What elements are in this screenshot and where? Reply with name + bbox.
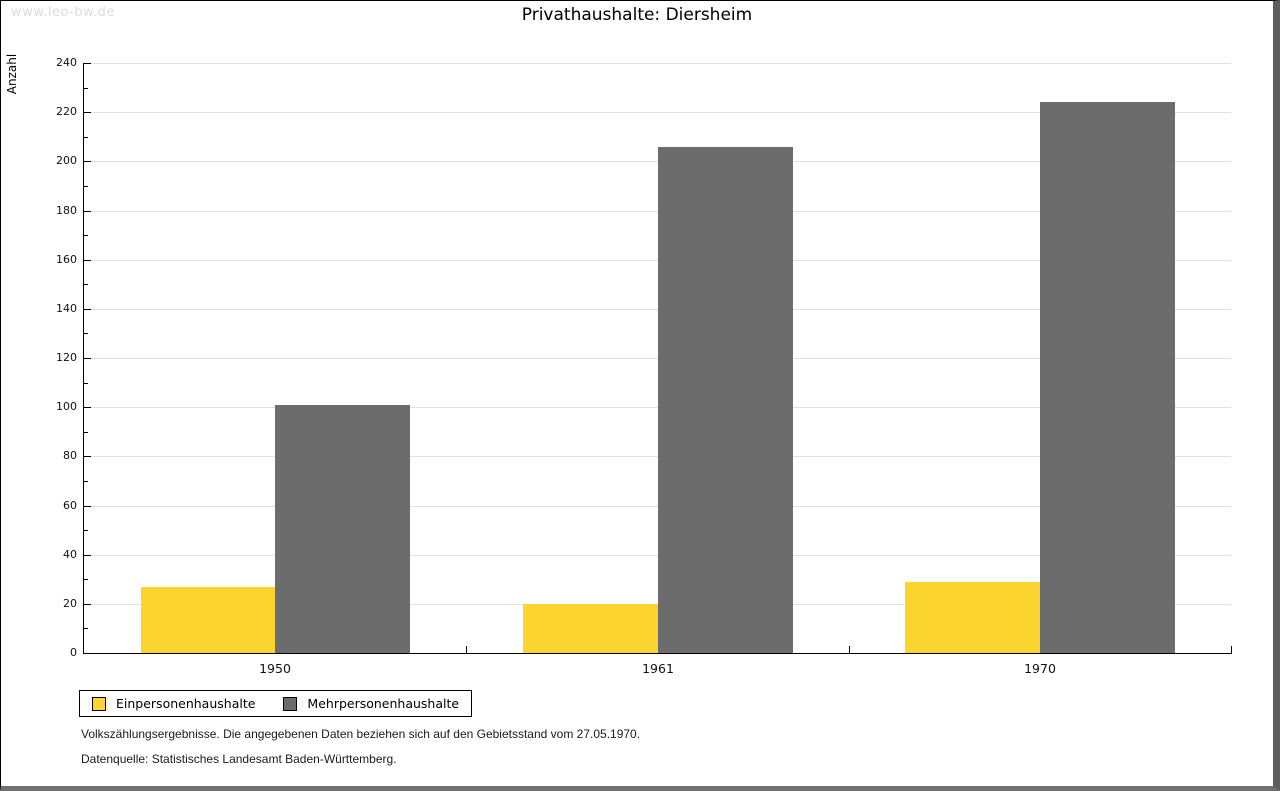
y-major-tick (84, 309, 91, 310)
y-tick-label: 200 (56, 154, 77, 167)
gridline (84, 506, 1231, 507)
y-tick-label: 240 (56, 56, 77, 69)
y-minor-tick (84, 579, 88, 580)
y-major-tick (84, 555, 91, 556)
y-tick-label: 120 (56, 351, 77, 364)
legend-item-mehrpersonenhaushalte: Mehrpersonenhaushalte (283, 696, 459, 711)
y-tick-label: 160 (56, 253, 77, 266)
gridline (84, 112, 1231, 113)
gridline (84, 358, 1231, 359)
y-major-tick (84, 456, 91, 457)
y-tick-label: 140 (56, 302, 77, 315)
x-tick-label: 1961 (642, 661, 674, 676)
y-tick-label: 40 (63, 548, 77, 561)
y-tick-label: 180 (56, 204, 77, 217)
y-tick-label: 80 (63, 449, 77, 462)
legend-swatch-einpersonenhaushalte (92, 696, 106, 711)
x-axis-tick (1231, 646, 1232, 653)
chart-title: Privathaushalte: Diersheim (521, 5, 753, 25)
gridline (84, 260, 1231, 261)
y-minor-tick (84, 628, 88, 629)
y-minor-tick (84, 333, 88, 334)
y-major-tick (84, 112, 91, 113)
gridline (84, 555, 1231, 556)
y-minor-tick (84, 137, 88, 138)
x-tick-label: 1970 (1024, 661, 1056, 676)
y-tick-label: 100 (56, 400, 77, 413)
x-tick-label: 1950 (259, 661, 291, 676)
y-major-tick (84, 260, 91, 261)
y-major-tick (84, 63, 91, 64)
y-tick-label: 20 (63, 597, 77, 610)
footer-note: Volkszählungsergebnisse. Die angegebenen… (81, 727, 641, 741)
gridline (84, 456, 1231, 457)
y-tick-label: 60 (63, 499, 77, 512)
y-major-tick (84, 161, 91, 162)
y-tick-label: 220 (56, 105, 77, 118)
y-major-tick (84, 506, 91, 507)
y-axis-line (83, 63, 84, 654)
gridline (84, 407, 1231, 408)
legend-label: Einpersonenhaushalte (116, 696, 256, 711)
bar-mehrpersonenhaushalte-1950 (275, 405, 410, 653)
bar-mehrpersonenhaushalte-1970 (1040, 102, 1175, 653)
gridline (84, 63, 1231, 64)
bar-mehrpersonenhaushalte-1961 (658, 147, 793, 653)
y-minor-tick (84, 432, 88, 433)
y-minor-tick (84, 383, 88, 384)
gridline (84, 309, 1231, 310)
x-axis-line (83, 653, 1232, 654)
y-minor-tick (84, 235, 88, 236)
footer-source: Datenquelle: Statistisches Landesamt Bad… (81, 752, 397, 766)
x-axis-tick (466, 646, 467, 653)
bar-einpersonenhaushalte-1950 (141, 587, 276, 653)
y-minor-tick (84, 186, 88, 187)
watermark: www.leo-bw.de (11, 5, 115, 20)
x-axis-tick (849, 646, 850, 653)
bar-einpersonenhaushalte-1961 (523, 604, 658, 653)
y-major-tick (84, 358, 91, 359)
y-major-tick (84, 407, 91, 408)
gridline (84, 211, 1231, 212)
y-major-tick (84, 211, 91, 212)
y-tick-label: 0 (70, 646, 77, 659)
legend-item-einpersonenhaushalte: Einpersonenhaushalte (92, 696, 255, 711)
y-minor-tick (84, 530, 88, 531)
y-minor-tick (84, 481, 88, 482)
gridline (84, 161, 1231, 162)
legend-swatch-mehrpersonenhaushalte (283, 696, 298, 711)
bar-einpersonenhaushalte-1970 (905, 582, 1040, 653)
legend-label: Mehrpersonenhaushalte (307, 696, 460, 711)
y-minor-tick (84, 88, 88, 89)
y-major-tick (84, 604, 91, 605)
legend: Einpersonenhaushalte Mehrpersonenhaushal… (79, 690, 473, 717)
y-minor-tick (84, 284, 88, 285)
